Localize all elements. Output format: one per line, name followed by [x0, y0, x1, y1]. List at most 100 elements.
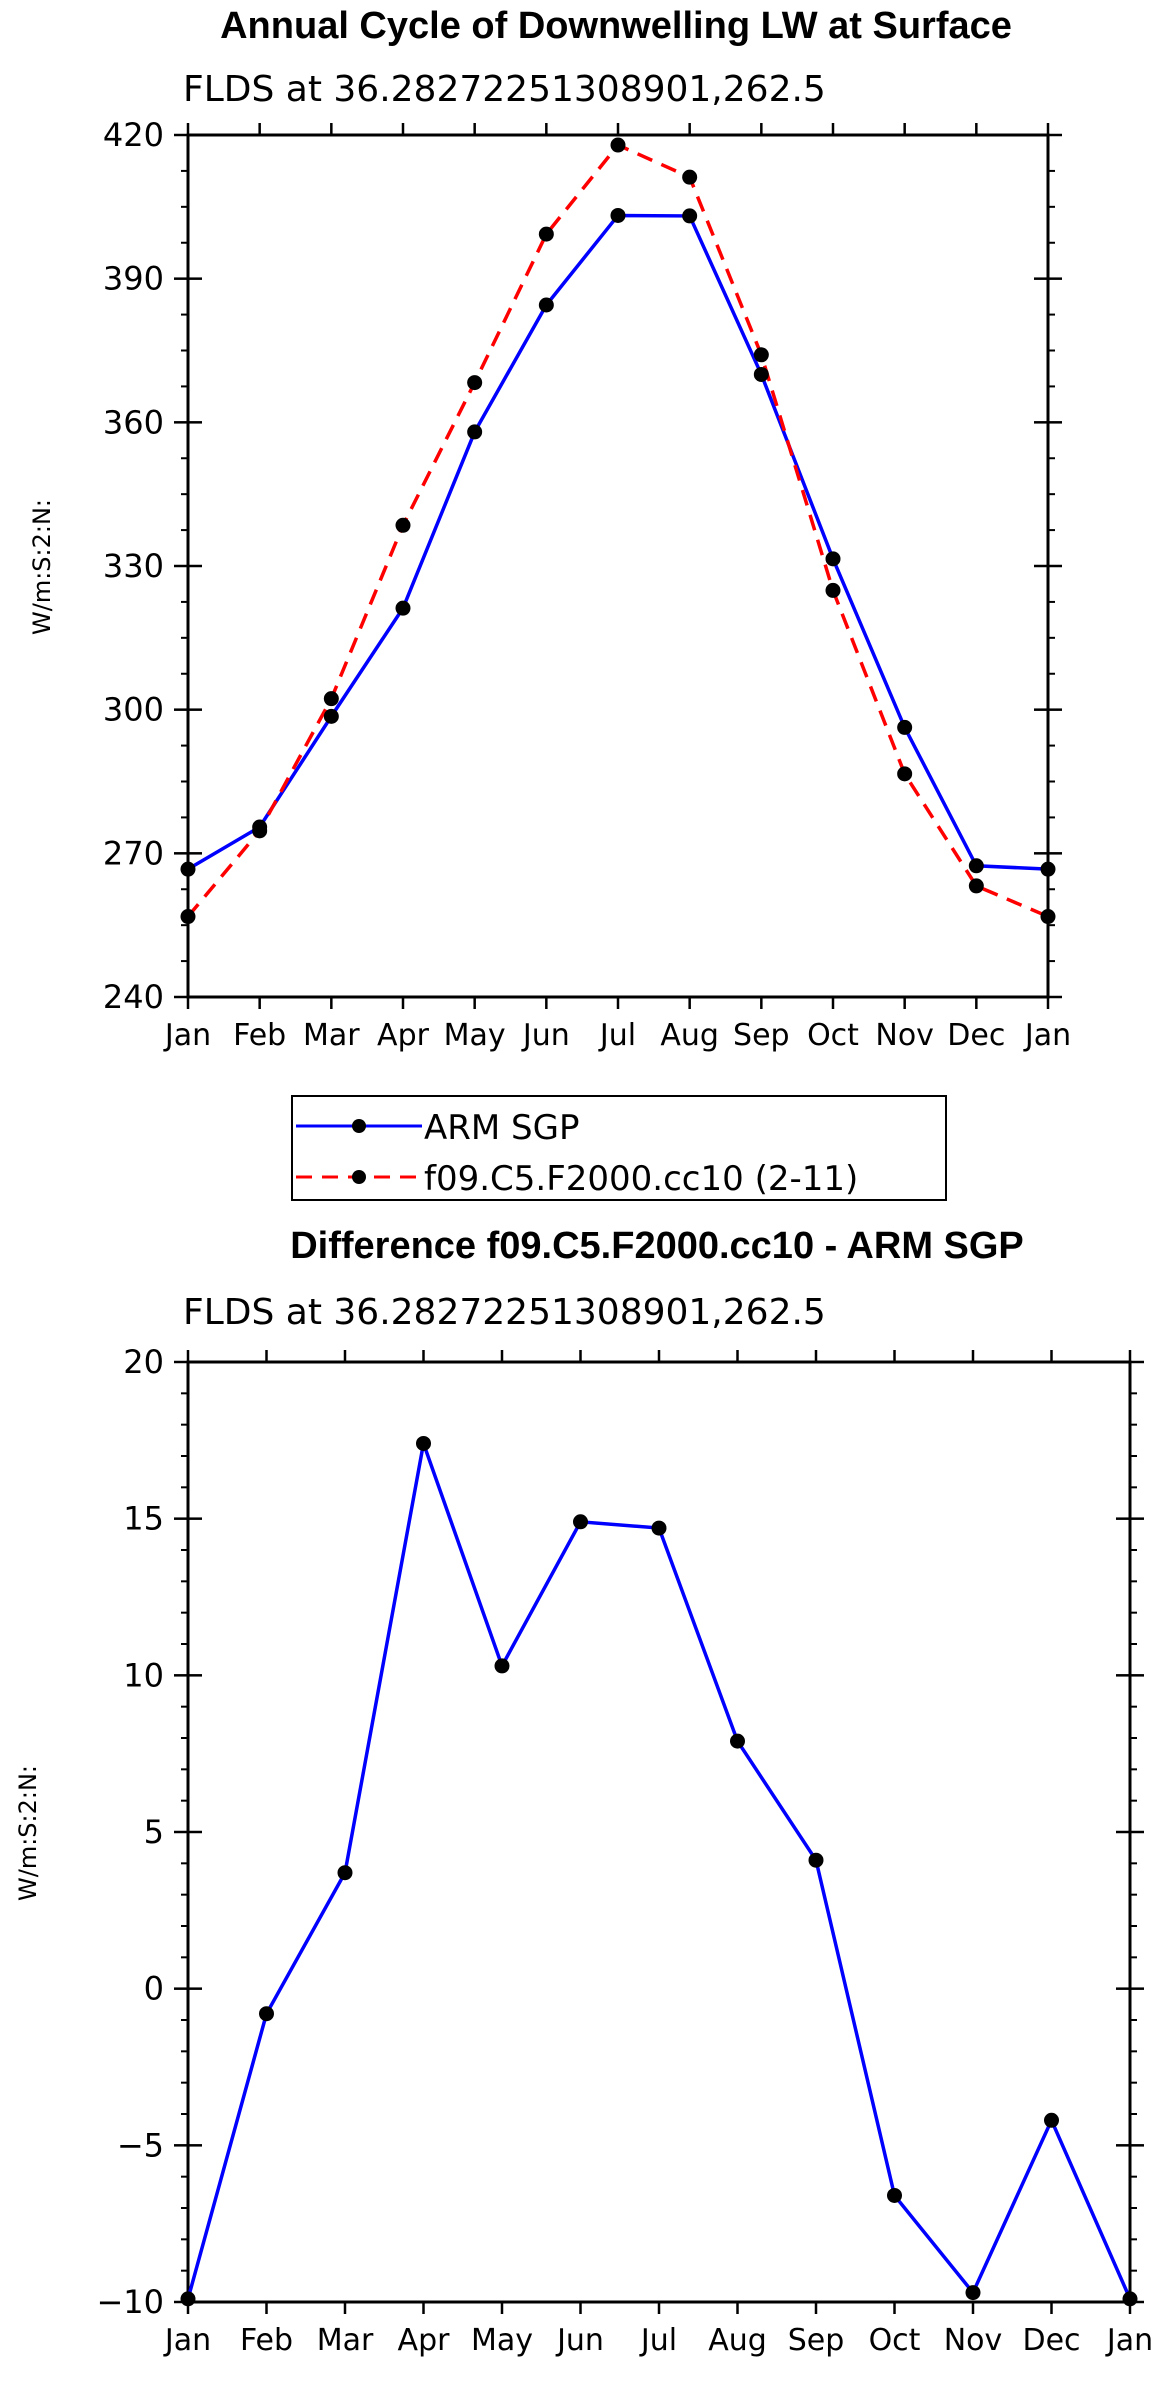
- series-0-point: [573, 1514, 588, 1530]
- series-0-point: [337, 1865, 353, 1881]
- x-tick-label: Apr: [377, 1018, 430, 1053]
- legend-label-arm-sgp: ARM SGP: [424, 1108, 579, 1148]
- series-1-point: [467, 375, 483, 391]
- chart1-x-tick-labels: Jan Feb Mar Apr May Jun Jul Aug Sep Oct Nov Dec Jan: [163, 1018, 1071, 1053]
- chart1-y-tick-labels: 240 270 300 330 360 390 420: [103, 116, 164, 1016]
- x-tick-label: Jan: [1105, 2323, 1153, 2358]
- y-tick-label: 10: [123, 1656, 164, 1694]
- legend: ARM SGP f09.C5.F2000.cc10 (2-11): [291, 1095, 947, 1201]
- chart-annual-cycle: Annual Cycle of Downwelling LW at Surfac…: [28, 5, 1071, 1053]
- x-tick-label: Jan: [163, 2323, 211, 2358]
- chart2-y-tick-labels: −10 −5 0 5 10 15 20: [96, 1343, 164, 2321]
- y-tick-label: 420: [103, 116, 164, 154]
- series-0-point: [753, 366, 769, 382]
- series-0-point: [1122, 2291, 1138, 2307]
- series-1-point: [252, 823, 268, 839]
- x-tick-label: Dec: [1022, 2323, 1080, 2358]
- x-tick-label: Jun: [555, 2323, 604, 2358]
- x-tick-label: Aug: [660, 1018, 719, 1053]
- chart2-title: Difference f09.C5.F2000.cc10 - ARM SGP: [290, 1225, 1024, 1267]
- series-0-point: [610, 207, 626, 223]
- chart1-series: [180, 137, 1056, 925]
- y-tick-label: 0: [144, 1970, 164, 2008]
- x-tick-label: Nov: [875, 1018, 934, 1053]
- series-0-point: [825, 551, 841, 567]
- series-0-point: [968, 858, 984, 874]
- x-tick-label: Sep: [788, 2323, 845, 2358]
- series-0-point: [467, 424, 483, 440]
- series-0-point: [538, 297, 554, 313]
- x-tick-label: Mar: [303, 1018, 360, 1053]
- series-0-point: [259, 2006, 274, 2022]
- legend-marker-f09: [352, 1170, 366, 1184]
- chart2-ticks: [174, 1350, 1144, 2314]
- y-tick-label: 15: [123, 1500, 164, 1538]
- chart2-subtitle: FLDS at 36.28272251308901,262.5: [183, 1292, 826, 1333]
- series-0-point: [323, 708, 339, 724]
- series-1-point: [538, 226, 554, 242]
- series-0-point: [965, 2285, 981, 2301]
- x-tick-label: Apr: [398, 2323, 451, 2358]
- y-tick-label: 240: [103, 978, 164, 1016]
- x-tick-label: Feb: [240, 2323, 293, 2358]
- x-tick-label: Jul: [598, 1018, 636, 1053]
- series-0-point: [1040, 861, 1056, 877]
- series-1-point: [682, 169, 698, 185]
- x-tick-label: Jan: [163, 1018, 211, 1053]
- x-tick-label: May: [471, 2323, 533, 2358]
- series-0-point: [416, 1435, 431, 1451]
- series-1-point: [968, 878, 984, 894]
- series-0-point: [180, 2291, 196, 2307]
- series-1-point: [323, 691, 339, 707]
- series-1-point: [395, 517, 411, 533]
- legend-label-f09: f09.C5.F2000.cc10 (2-11): [424, 1159, 858, 1199]
- y-tick-label: 20: [123, 1343, 164, 1381]
- series-1-point: [610, 137, 626, 153]
- y-tick-label: −10: [96, 2283, 164, 2321]
- x-tick-label: Jun: [521, 1018, 570, 1053]
- legend-marker-arm-sgp: [352, 1119, 366, 1133]
- series-line-1: [186, 142, 1049, 919]
- series-1-point: [825, 582, 841, 598]
- y-tick-label: 300: [103, 691, 164, 729]
- x-tick-label: May: [444, 1018, 506, 1053]
- x-tick-label: Feb: [233, 1018, 286, 1053]
- y-tick-label: 360: [103, 403, 164, 441]
- series-1-point: [753, 347, 769, 363]
- y-tick-label: 330: [103, 547, 164, 585]
- series-0-point: [395, 600, 411, 616]
- legend-frame: [291, 1095, 947, 1201]
- series-0-point: [1044, 2112, 1059, 2128]
- chart1-subtitle: FLDS at 36.28272251308901,262.5: [183, 69, 826, 110]
- series-0-point: [808, 1852, 824, 1868]
- x-tick-label: Nov: [944, 2323, 1003, 2358]
- x-tick-label: Aug: [708, 2323, 767, 2358]
- x-tick-label: Jul: [639, 2323, 677, 2358]
- series-0-point: [730, 1733, 745, 1749]
- series-line-0: [187, 213, 1049, 871]
- x-tick-label: Oct: [869, 2323, 921, 2358]
- chart1-plot-frame: [186, 133, 1050, 999]
- chart1-title: Annual Cycle of Downwelling LW at Surfac…: [220, 5, 1012, 47]
- chart2-series: [180, 1435, 1138, 2307]
- y-tick-label: 390: [103, 260, 164, 298]
- series-1-point: [1040, 909, 1056, 925]
- chart1-ticks: [174, 123, 1062, 1009]
- series-0-point: [180, 861, 196, 877]
- series-1-point: [180, 909, 196, 925]
- chart2-ylabel: W/m:S:2:N:: [14, 1765, 42, 1901]
- x-tick-label: Mar: [317, 2323, 374, 2358]
- x-tick-label: Sep: [733, 1018, 790, 1053]
- series-0-point: [887, 2187, 902, 2203]
- x-tick-label: Dec: [947, 1018, 1005, 1053]
- series-1-point: [897, 766, 913, 782]
- series-0-point: [651, 1520, 667, 1536]
- chart1-ylabel: W/m:S:2:N:: [28, 499, 56, 635]
- y-tick-label: 270: [103, 834, 164, 872]
- x-tick-label: Jan: [1023, 1018, 1071, 1053]
- chart2-plot-frame: [186, 1360, 1132, 2304]
- chart-difference: Difference f09.C5.F2000.cc10 - ARM SGP F…: [14, 1225, 1153, 2358]
- y-tick-label: −5: [117, 2126, 164, 2164]
- series-0-point: [682, 208, 698, 224]
